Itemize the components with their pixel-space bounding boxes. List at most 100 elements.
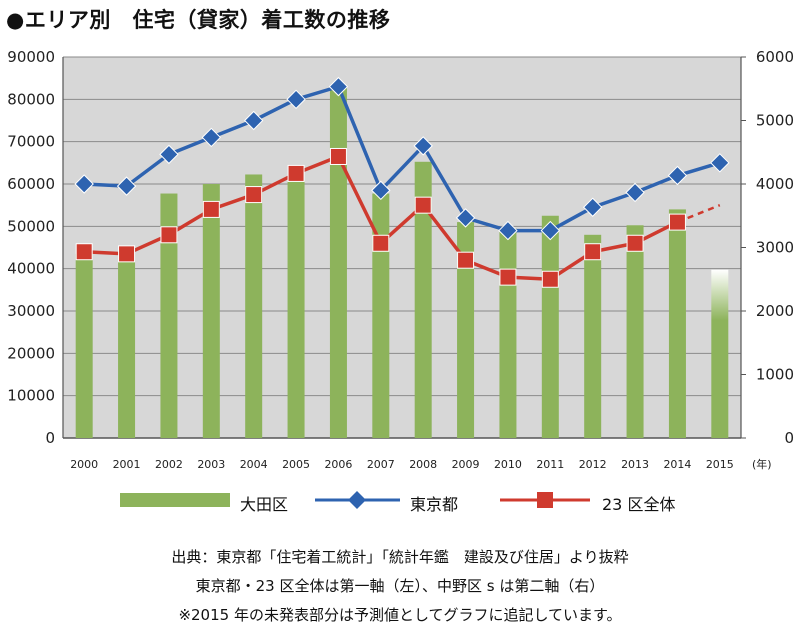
x-tick-label: 2011 <box>536 458 564 471</box>
bar-ota-2000 <box>75 253 93 438</box>
bar-ota-2013 <box>626 225 644 438</box>
point-tokyo-2000 <box>74 174 94 194</box>
point-tokyo-2002 <box>159 144 179 165</box>
point-23ku-2007 <box>372 234 390 252</box>
point-tokyo-2013 <box>625 182 645 203</box>
point-23ku-2013 <box>626 234 644 252</box>
point-tokyo-2012 <box>582 197 603 217</box>
right-tick-label: 4000 <box>756 175 794 193</box>
forecast-note: ※2015 年の未発表部分は予測値としてグラフに追記しています。 <box>178 606 622 624</box>
x-tick-label: 2003 <box>197 458 225 471</box>
x-tick-label: 2006 <box>324 458 352 471</box>
point-tokyo-2006 <box>328 76 349 97</box>
left-tick-label: 30000 <box>7 302 55 320</box>
x-tick-label: 2010 <box>494 458 522 471</box>
point-tokyo-2007 <box>371 180 391 201</box>
line-tokyo <box>84 84 721 233</box>
point-tokyo-2003 <box>201 127 222 148</box>
bar-series-ota <box>75 85 729 438</box>
point-23ku-2006 <box>329 147 347 165</box>
point-tokyo-2004 <box>243 110 264 131</box>
line-series <box>74 76 730 288</box>
bar-ota-2006 <box>329 85 347 438</box>
bar-ota-2001 <box>118 260 136 438</box>
right-tick-label: 5000 <box>756 112 794 130</box>
x-tick-label: 2009 <box>452 458 480 471</box>
point-23ku-2008 <box>414 196 432 214</box>
point-tokyo-2014 <box>667 165 688 186</box>
right-tick-label: 1000 <box>756 366 794 384</box>
x-tick-label: 2007 <box>367 458 395 471</box>
point-23ku-2005 <box>287 164 305 182</box>
point-tokyo-2010 <box>498 220 518 241</box>
source-note: 出典：東京都「住宅着工統計」「統計年鑑 建設及び住居」より抜粋 <box>171 548 629 566</box>
legend-label-tokyo: 東京都 <box>410 495 459 514</box>
bar-ota-2009 <box>457 222 475 438</box>
chart-canvas: 0100002000030000400005000060000700008000… <box>7 48 794 471</box>
x-axis-ticks: 2000 2001 2002 2003 2004 2005 2006 2007 2008 2009… <box>70 457 771 471</box>
left-tick-label: 10000 <box>7 387 55 405</box>
x-tick-label: 2001 <box>113 458 141 471</box>
legend-swatch-bar-ota <box>120 493 230 507</box>
left-tick-label: 80000 <box>7 90 55 108</box>
point-23ku-2010 <box>499 268 517 286</box>
point-tokyo-2015 <box>710 153 730 173</box>
x-tick-label: 2005 <box>282 458 310 471</box>
bar-ota-2002 <box>160 193 178 438</box>
bar-ota-2007 <box>372 193 390 438</box>
x-tick-label: 2000 <box>70 458 98 471</box>
point-23ku-2001 <box>118 245 136 263</box>
axis-note: 東京都・23 区全体は第一軸（左）、中野区 s は第二軸（右） <box>195 577 605 595</box>
bar-ota-2011 <box>541 215 559 438</box>
point-23ku-2009 <box>457 251 475 269</box>
point-tokyo-2001 <box>116 176 137 196</box>
bar-ota-2008 <box>414 161 432 438</box>
bar-ota-2005 <box>287 180 305 438</box>
left-tick-label: 20000 <box>7 344 55 362</box>
right-tick-label: 2000 <box>756 302 794 320</box>
x-tick-label: 2013 <box>621 458 649 471</box>
point-23ku-2002 <box>160 226 178 244</box>
bar-ota-2014 <box>668 209 686 438</box>
left-tick-label: 70000 <box>7 133 55 151</box>
bar-ota-2012 <box>584 234 602 438</box>
x-tick-label: 2002 <box>155 458 183 471</box>
line-23ku-forecast <box>676 204 721 224</box>
point-tokyo-2011 <box>540 220 561 241</box>
right-tick-label: 6000 <box>756 48 794 66</box>
point-23ku-2012 <box>584 243 602 261</box>
left-tick-label: 50000 <box>7 217 55 235</box>
x-axis-unit: (年) <box>752 457 772 471</box>
legend-label-ota: 大田区 <box>240 495 289 514</box>
right-tick-label: 3000 <box>756 239 794 257</box>
x-tick-label: 2015 <box>706 458 734 471</box>
bar-ota-2004 <box>245 174 263 438</box>
chart-title: ●エリア別 住宅（貸家）着工数の推移 <box>6 8 391 32</box>
bar-ota-2010 <box>499 228 517 438</box>
right-tick-label: 0 <box>784 429 794 447</box>
legend-label-23ku: 23 区全体 <box>602 495 676 514</box>
legend-marker-square <box>537 492 553 508</box>
left-tick-label: 90000 <box>7 48 55 66</box>
x-tick-label: 2014 <box>663 458 691 471</box>
point-23ku-2004 <box>245 186 263 204</box>
point-23ku-2003 <box>202 200 220 218</box>
legend-marker-diamond <box>348 491 366 509</box>
right-axis-ticks: 0 1000 2000 3000 4000 5000 6000 <box>756 48 794 447</box>
point-tokyo-2008 <box>413 136 433 156</box>
point-23ku-2011 <box>541 270 559 288</box>
point-tokyo-2005 <box>286 89 306 110</box>
x-tick-label: 2004 <box>240 458 268 471</box>
point-23ku-2000 <box>75 243 93 261</box>
legend: 大田区 東京都 23 区全体 <box>0 483 800 517</box>
left-tick-label: 60000 <box>7 175 55 193</box>
legend-swatches <box>120 491 590 509</box>
bar-ota-2003 <box>202 184 220 438</box>
point-tokyo-2009 <box>455 208 476 228</box>
left-axis-ticks: 0 10000 20000 30000 40000 50000 60000 70000 8000… <box>7 48 55 447</box>
point-23ku-2014 <box>668 213 686 231</box>
x-tick-label: 2012 <box>579 458 607 471</box>
left-tick-label: 0 <box>45 429 55 447</box>
bar-ota-2015 <box>711 269 729 438</box>
left-tick-label: 40000 <box>7 260 55 278</box>
